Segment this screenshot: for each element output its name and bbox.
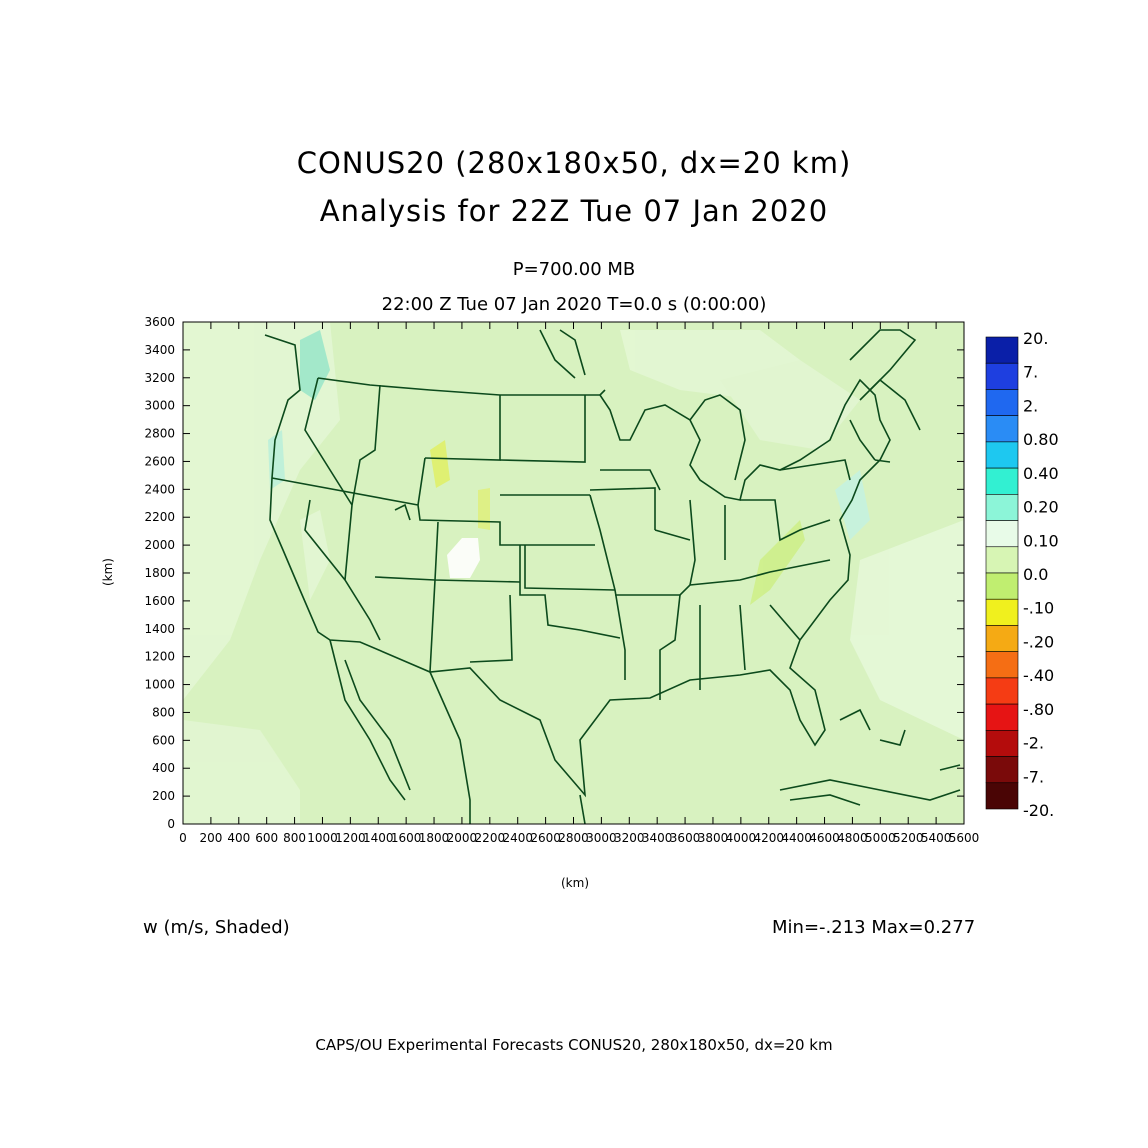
- colorbar-label: 20.: [1023, 329, 1048, 348]
- x-tick-label: 2800: [558, 831, 589, 845]
- x-tick-label: 3000: [586, 831, 617, 845]
- footer-text: CAPS/OU Experimental Forecasts CONUS20, …: [315, 1036, 833, 1054]
- colorbar-swatch: [985, 651, 1019, 679]
- colorbar-label: -.10: [1023, 599, 1054, 618]
- colorbar-label: 0.0: [1023, 565, 1048, 584]
- colorbar-label: 0.80: [1023, 430, 1059, 449]
- colorbar-swatch: [985, 389, 1019, 416]
- y-tick-label: 2400: [144, 482, 175, 496]
- x-tick-label: 1800: [419, 831, 450, 845]
- y-tick-label: 3400: [144, 343, 175, 357]
- colorbar-label: -20.: [1023, 801, 1054, 820]
- x-tick-label: 1600: [391, 831, 422, 845]
- y-tick-label: 1600: [144, 594, 175, 608]
- y-tick-label: 2000: [144, 538, 175, 552]
- colorbar-swatch: [985, 677, 1019, 705]
- level-label: P=700.00 MB: [512, 259, 636, 280]
- colorbar-swatch: [985, 756, 1019, 784]
- x-tick-label: 4200: [753, 831, 784, 845]
- colorbar-swatch: [985, 625, 1019, 652]
- field-name: w (m/s, Shaded): [143, 917, 290, 938]
- colorbar-swatch: [985, 572, 1019, 600]
- y-tick-label: 600: [152, 733, 175, 747]
- x-tick-label: 1400: [363, 831, 394, 845]
- colorbar-label: -7.: [1023, 767, 1044, 786]
- x-tick-label: 5600: [949, 831, 980, 845]
- y-axis: 0 200 400 600 800 1000 1200 1400 1600 1800 2000 220…: [144, 315, 964, 831]
- y-tick-label: 400: [152, 761, 175, 775]
- x-tick-label: 3800: [698, 831, 729, 845]
- x-tick-label: 2400: [502, 831, 533, 845]
- x-tick-label: 2000: [447, 831, 478, 845]
- colorbar-swatch: [985, 730, 1019, 757]
- title-line-2: Analysis for 22Z Tue 07 Jan 2020: [319, 194, 829, 228]
- y-tick-label: 3600: [144, 315, 175, 329]
- y-tick-label: 1800: [144, 566, 175, 580]
- colorbar-swatch: [985, 441, 1019, 469]
- y-tick-label: 2200: [144, 510, 175, 524]
- x-tick-label: 3600: [670, 831, 701, 845]
- colorbar-label: 0.10: [1023, 531, 1059, 550]
- x-axis: 0 200 400 600 800 100012001400160018002000220…: [179, 322, 979, 845]
- colorbar-swatch: [985, 494, 1019, 521]
- colorbar: 20. 7. 2. 0.80 0.40 0.20 0.10 0.0 -.10 -.20 -.40 -.…: [985, 329, 1059, 820]
- y-tick-label: 800: [152, 705, 175, 719]
- colorbar-swatch: [985, 782, 1019, 810]
- colorbar-swatch: [985, 598, 1019, 626]
- colorbar-label: 0.20: [1023, 498, 1059, 517]
- colorbar-swatch: [985, 520, 1019, 548]
- x-tick-label: 3200: [614, 831, 645, 845]
- x-tick-label: 4000: [726, 831, 757, 845]
- y-tick-label: 200: [152, 789, 175, 803]
- x-tick-label: 1000: [307, 831, 338, 845]
- colorbar-label: -2.: [1023, 734, 1044, 753]
- x-tick-label: 4600: [809, 831, 840, 845]
- x-tick-label: 600: [255, 831, 278, 845]
- x-tick-label: 0: [179, 831, 187, 845]
- title-line-1: CONUS20 (280x180x50, dx=20 km): [296, 146, 852, 180]
- y-tick-label: 1200: [144, 650, 175, 664]
- x-tick-label: 800: [283, 831, 306, 845]
- colorbar-swatch: [985, 415, 1019, 443]
- colorbar-swatch: [985, 703, 1019, 731]
- x-tick-label: 200: [199, 831, 222, 845]
- x-tick-label: 4400: [781, 831, 812, 845]
- y-tick-label: 3000: [144, 399, 175, 413]
- y-tick-label: 1000: [144, 678, 175, 692]
- field-stats: Min=-.213 Max=0.277: [772, 917, 976, 938]
- colorbar-label: -.40: [1023, 666, 1054, 685]
- valid-time-label: 22:00 Z Tue 07 Jan 2020 T=0.0 s (0:00:00…: [381, 294, 767, 315]
- colorbar-swatch: [985, 336, 1019, 364]
- x-tick-label: 3400: [642, 831, 673, 845]
- colorbar-label: -.20: [1023, 632, 1054, 651]
- colorbar-swatch: [985, 467, 1019, 495]
- y-tick-label: 0: [167, 817, 175, 831]
- colorbar-swatch: [985, 546, 1019, 574]
- colorbar-label: 0.40: [1023, 464, 1059, 483]
- y-axis-label: (km): [101, 557, 116, 587]
- x-axis-label: (km): [561, 876, 590, 890]
- x-tick-label: 5000: [865, 831, 896, 845]
- x-tick-label: 2600: [530, 831, 561, 845]
- x-tick-label: 400: [227, 831, 250, 845]
- y-tick-label: 2600: [144, 454, 175, 468]
- y-tick-label: 1400: [144, 622, 175, 636]
- colorbar-label: -.80: [1023, 700, 1054, 719]
- y-tick-label: 2800: [144, 427, 175, 441]
- x-tick-label: 4800: [837, 831, 868, 845]
- x-tick-label: 5200: [893, 831, 924, 845]
- x-tick-label: 5400: [921, 831, 952, 845]
- boundaries: [264, 329, 961, 825]
- colorbar-label: 7.: [1023, 363, 1038, 382]
- colorbar-label: 2.: [1023, 396, 1038, 415]
- x-tick-label: 1200: [335, 831, 366, 845]
- colorbar-swatch: [985, 362, 1019, 390]
- map-plot-area: [182, 321, 965, 825]
- y-tick-label: 3200: [144, 371, 175, 385]
- x-tick-label: 2200: [475, 831, 506, 845]
